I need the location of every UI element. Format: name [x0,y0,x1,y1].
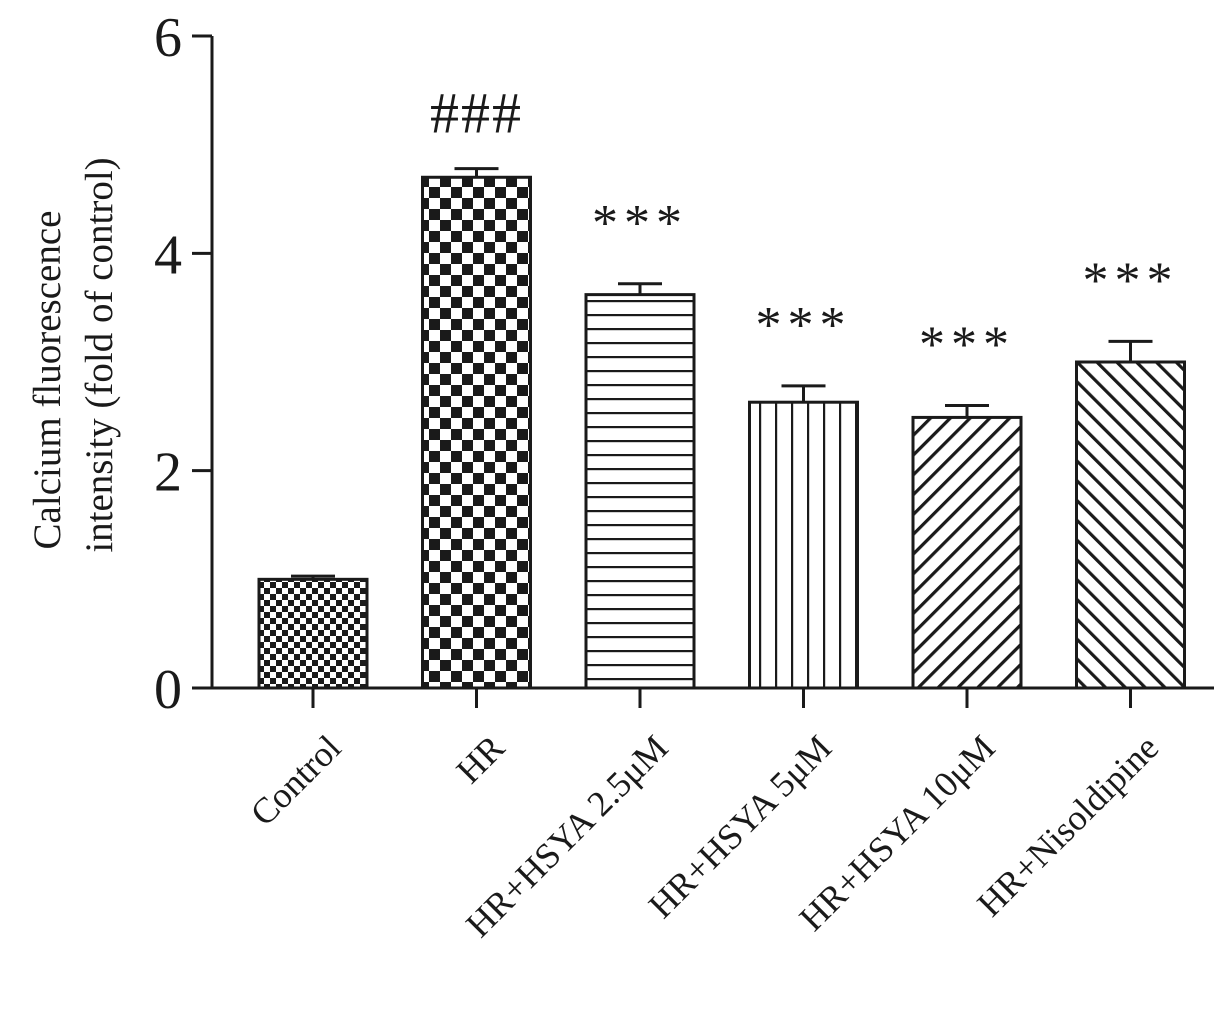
y-tick-label-3: 6 [154,7,182,69]
bar-0 [257,577,369,690]
y-tick-label-1: 2 [154,442,182,504]
x-tick-label-0: Control [243,727,349,833]
bar-3 [748,400,859,690]
y-tick-label-0: 0 [154,659,182,721]
y-axis-label-line-1: Calcium fluorescence [26,211,69,550]
bar-2 [584,293,696,690]
significance-label-3: *** [756,297,852,354]
bar-5 [1075,360,1186,690]
x-tick-label-1: HR [449,727,513,791]
y-axis-label-line-2: intensity (fold of control) [78,157,121,552]
bar-4 [911,415,1023,690]
significance-label-1: ### [430,81,523,146]
axes-layer [192,34,1214,708]
y-tick-label-2: 4 [154,224,182,286]
significance-label-4: *** [919,316,1015,373]
bar-1 [421,175,532,690]
significance-label-2: *** [592,195,688,252]
bars-layer [257,167,1186,690]
significance-label-5: *** [1083,252,1179,309]
